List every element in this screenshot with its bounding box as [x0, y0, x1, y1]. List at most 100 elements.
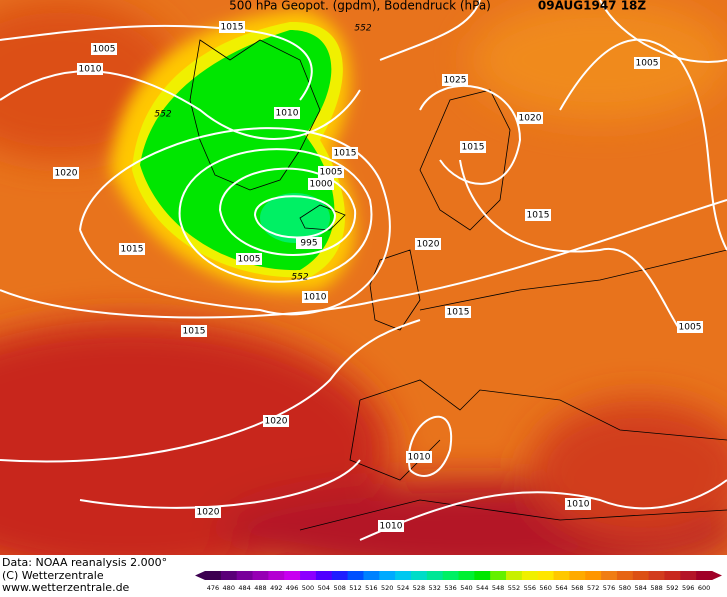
- label-box: [53, 167, 79, 179]
- colorbar-swatch: [347, 571, 364, 580]
- colorbar-label: 596: [682, 584, 694, 592]
- colorbar-arrow-left: [195, 571, 205, 580]
- colorbar-label: 584: [634, 584, 646, 592]
- colorbar-label: 520: [381, 584, 393, 592]
- colorbar: 476 480 484 488 492 496 500 504 508 512 516 520 524 5…: [195, 571, 722, 592]
- isobar-label: 1005: [93, 45, 116, 55]
- colorbar-label: 496: [286, 584, 298, 592]
- isobar-label: 1010: [276, 109, 299, 119]
- colorbar-swatch: [521, 571, 539, 580]
- isobar-label: 1015: [527, 211, 550, 221]
- isobar-label: 1010: [79, 65, 102, 75]
- isobar-label: 1010: [408, 453, 431, 463]
- footer-source: Data: NOAA reanalysis 2.000°: [2, 556, 167, 569]
- label-box: [274, 107, 300, 119]
- label-box: [406, 451, 432, 463]
- isobar-label: 1015: [183, 327, 206, 337]
- colorbar-label: 560: [539, 584, 551, 592]
- label-box: [219, 21, 245, 33]
- isobar-label: 1020: [519, 114, 542, 124]
- colorbar-swatch: [363, 571, 380, 580]
- label-box: [119, 243, 145, 255]
- isobar-label: 1010: [304, 293, 327, 303]
- colorbar-label: 532: [429, 584, 441, 592]
- colorbar-label: 492: [270, 584, 282, 592]
- colorbar-label: 580: [619, 584, 631, 592]
- colorbar-swatch: [236, 571, 254, 580]
- label-box: [263, 415, 289, 427]
- colorbar-swatch: [696, 571, 713, 580]
- label-box: [195, 506, 221, 518]
- label-box: [442, 74, 468, 86]
- label-box: [445, 306, 471, 318]
- map-title: 500 hPa Geopot. (gpdm), Bodendruck (hPa): [229, 0, 491, 13]
- isobar-label: 1005: [320, 168, 343, 178]
- label-box: [460, 141, 486, 153]
- isobar-label: 552: [354, 24, 371, 34]
- colorbar-label: 588: [650, 584, 662, 592]
- isobar-label: 1015: [121, 245, 144, 255]
- map-date: 09AUG1947 18Z: [538, 0, 646, 13]
- colorbar-swatch: [205, 571, 222, 580]
- colorbar-label: 528: [413, 584, 425, 592]
- colorbar-swatch: [601, 571, 618, 580]
- isobar-label: 1010: [380, 522, 403, 532]
- colorbar-label: 500: [302, 584, 314, 592]
- colorbar-swatch: [553, 571, 570, 580]
- label-box: [525, 209, 551, 221]
- colorbar-swatch: [442, 571, 459, 580]
- colorbar-label: 540: [460, 584, 472, 592]
- isobar-label: 1005: [679, 323, 702, 333]
- label-box: [91, 43, 117, 55]
- label-box: [77, 63, 103, 75]
- colorbar-label: 592: [666, 584, 678, 592]
- isobar-labels: 1005 1010 1015 552 1025 1005 552 1010 1020 1015 10…: [53, 21, 703, 532]
- isobar-label: 1000: [310, 180, 333, 190]
- label-box: [236, 253, 262, 265]
- colorbar-swatch: [585, 571, 602, 580]
- colorbar-label: 504: [318, 584, 330, 592]
- colorbar-label: 524: [397, 584, 409, 592]
- isobar-label: 1015: [447, 308, 470, 318]
- colorbar-label: 544: [476, 584, 488, 592]
- colorbar-swatch: [680, 571, 697, 580]
- label-box: [308, 178, 334, 190]
- footer-url: www.wetterzentrale.de: [2, 581, 130, 593]
- colorbar-label: 548: [492, 584, 504, 592]
- colorbar-swatch: [284, 571, 301, 580]
- colorbar-label: 564: [555, 584, 567, 592]
- colorbar-swatch: [410, 571, 428, 580]
- colorbar-swatch: [379, 571, 396, 580]
- colorbar-label: 536: [444, 584, 456, 592]
- label-box: [318, 166, 344, 178]
- label-box: [332, 147, 358, 159]
- colorbar-label: 480: [223, 584, 235, 592]
- isobar-label: 1020: [417, 240, 440, 250]
- label-box: [415, 238, 441, 250]
- isobar-label: 1015: [221, 23, 244, 33]
- isobar-label: 552: [291, 273, 308, 283]
- isobar-label: 1005: [636, 59, 659, 69]
- colorbar-swatch: [537, 571, 555, 580]
- colorbar-swatch: [268, 571, 285, 580]
- colorbar-swatch: [490, 571, 507, 580]
- label-box: [302, 291, 328, 303]
- isobar-label: 1020: [55, 169, 78, 179]
- colorbar-swatch: [426, 571, 444, 580]
- colorbar-swatch: [331, 571, 349, 580]
- colorbar-swatch: [300, 571, 317, 580]
- isobar-label: 1020: [265, 417, 288, 427]
- isobar-label: 1010: [567, 500, 590, 510]
- isobar-label: 1005: [238, 255, 261, 265]
- colorbar-label: 568: [571, 584, 583, 592]
- colorbar-swatch: [252, 571, 269, 580]
- isobar-label: 1025: [444, 76, 467, 86]
- colorbar-label: 512: [349, 584, 361, 592]
- label-box: [181, 325, 207, 337]
- colorbar-swatch: [569, 571, 586, 580]
- label-box: [565, 498, 591, 510]
- colorbar-label: 516: [365, 584, 377, 592]
- isobar-label: 552: [154, 110, 171, 120]
- colorbar-swatch: [220, 571, 238, 580]
- colorbar-swatch: [315, 571, 333, 580]
